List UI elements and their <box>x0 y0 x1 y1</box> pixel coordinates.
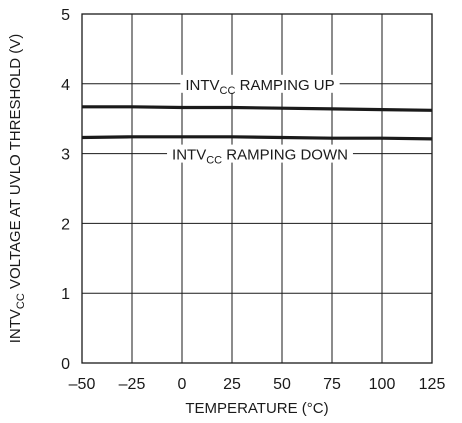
series-label-bg <box>180 74 340 93</box>
y-axis-title: INTVCC VOLTAGE AT UVLO THRESHOLD (V) <box>7 34 27 344</box>
series-line-1 <box>82 105 433 112</box>
y-tick-label: 3 <box>61 147 70 164</box>
x-tick-label: 100 <box>369 376 396 393</box>
y-tick-label: 4 <box>61 77 70 94</box>
y-axis-title-post: VOLTAGE AT UVLO THRESHOLD (V) <box>7 34 24 294</box>
x-tick-label: 75 <box>323 376 341 393</box>
series-line-2 <box>81 135 433 141</box>
series-group <box>81 105 433 141</box>
y-tick-labels: 0 1 2 3 4 5 <box>61 7 70 373</box>
y-axis-title-sub: CC <box>15 293 27 309</box>
x-tick-label: 25 <box>223 376 241 393</box>
x-tick-labels: –50 –25 0 25 50 75 100 125 <box>69 376 446 393</box>
series-label-bg <box>167 144 353 163</box>
series-label: INTVCC RAMPING DOWN <box>172 147 348 167</box>
grid-lines <box>82 14 432 363</box>
y-tick-label: 5 <box>61 7 70 24</box>
series-label: INTVCC RAMPING UP <box>185 77 334 97</box>
x-axis-title: TEMPERATURE (°C) <box>185 400 328 417</box>
y-tick-label: 2 <box>61 216 70 233</box>
y-tick-label: 1 <box>61 286 70 303</box>
y-tick-label: 0 <box>61 356 70 373</box>
x-tick-label: –50 <box>69 376 96 393</box>
plot-frame <box>81 13 433 364</box>
series-annotations: INTVCC RAMPING UP INTVCC RAMPING DOWN <box>167 74 353 167</box>
x-tick-label: –25 <box>119 376 146 393</box>
y-axis-title-pre: INTV <box>7 309 24 343</box>
x-tick-label: 125 <box>419 376 446 393</box>
x-tick-label: 0 <box>178 376 187 393</box>
x-tick-label: 50 <box>273 376 291 393</box>
